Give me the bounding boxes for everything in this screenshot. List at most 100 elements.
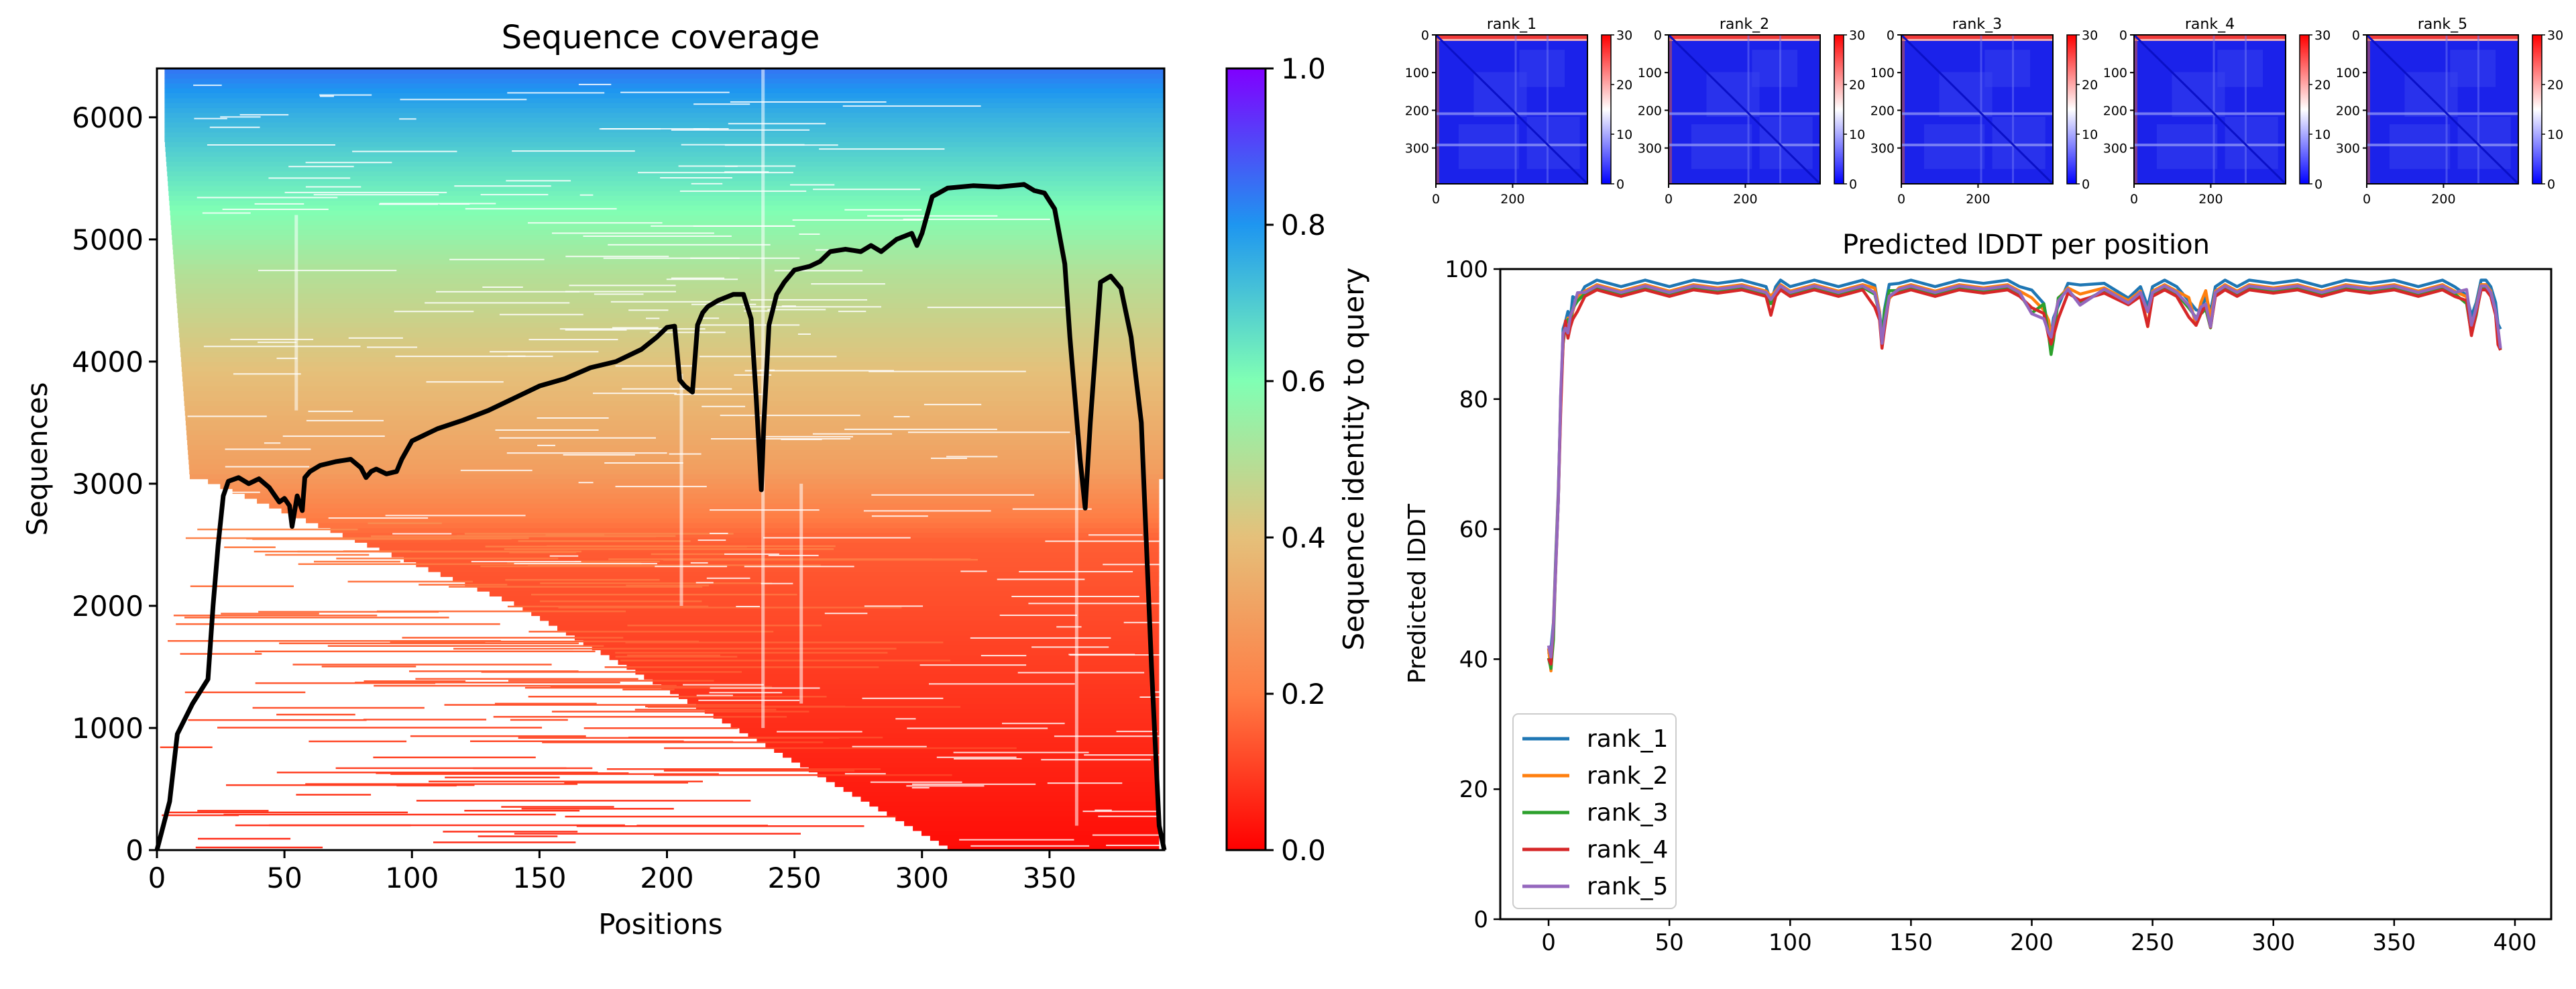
- pae-flexible-row: [2134, 112, 2286, 115]
- coverage-partial-alignment: [184, 691, 306, 694]
- coverage-gap: [871, 515, 928, 517]
- coverage-partial-alignment: [562, 741, 734, 743]
- coverage-partial-alignment: [217, 727, 543, 729]
- coverage-partial-alignment: [564, 782, 688, 784]
- pae-high-error-band-edge: [1436, 39, 1587, 41]
- pae-flexible-row: [2367, 144, 2518, 147]
- coverage-band-row: [800, 762, 1160, 768]
- coverage-gap: [852, 745, 927, 747]
- coverage-partial-alignment: [480, 565, 726, 568]
- coverage-colorbar-tick-label: 1.0: [1281, 52, 1326, 85]
- coverage-gap: [706, 577, 750, 579]
- pae-domain-block: [1752, 50, 1798, 87]
- coverage-partial-alignment: [390, 773, 719, 775]
- coverage-gap: [465, 208, 617, 210]
- pae-domain-block: [2217, 50, 2263, 87]
- coverage-band-row: [172, 239, 1164, 245]
- coverage-gap: [666, 278, 738, 280]
- coverage-gap: [439, 203, 470, 205]
- pae-y-tick-label: 100: [1870, 66, 1895, 81]
- plddt-line-rank_4: [1547, 288, 2502, 666]
- pae-y-tick-label: 0: [2352, 28, 2360, 43]
- pae-flexible-column: [1514, 35, 1517, 184]
- coverage-gap: [906, 785, 985, 787]
- coverage-gap: [1092, 834, 1164, 836]
- coverage-partial-alignment: [528, 631, 774, 633]
- plddt-legend-label: rank_5: [1587, 873, 1668, 900]
- coverage-partial-alignment: [627, 624, 822, 627]
- plddt-line-rank_3: [1547, 285, 2502, 670]
- coverage-x-tick-label: 50: [266, 862, 302, 894]
- plddt-y-tick-label: 0: [1473, 906, 1488, 933]
- coverage-gap: [220, 116, 261, 118]
- coverage-band-row: [164, 112, 1164, 118]
- coverage-gap: [907, 727, 1048, 729]
- coverage-partial-alignment: [309, 740, 407, 743]
- plddt-x-tick-label: 300: [2251, 929, 2295, 956]
- coverage-band-row: [184, 401, 1164, 406]
- coverage-band-row: [188, 454, 1164, 460]
- coverage-partial-alignment: [279, 642, 579, 645]
- plddt-y-tick-label: 100: [1445, 256, 1488, 283]
- coverage-band-row: [765, 742, 1160, 748]
- coverage-gap: [563, 454, 635, 456]
- coverage-band-row: [168, 195, 1164, 201]
- coverage-gap: [960, 570, 987, 572]
- coverage-gap: [209, 126, 260, 128]
- pae-flexible-column: [2244, 35, 2247, 184]
- coverage-band-row: [661, 684, 1160, 690]
- pae-colorbar: [2532, 34, 2542, 185]
- coverage-partial-alignment: [314, 560, 400, 563]
- coverage-partial-alignment: [197, 810, 269, 812]
- coverage-band-row: [169, 200, 1164, 206]
- pae-panel-title: rank_4: [2185, 16, 2235, 33]
- coverage-gap: [620, 91, 730, 93]
- coverage-gap: [923, 403, 982, 405]
- coverage-gap: [495, 429, 599, 431]
- coverage-gap: [367, 346, 418, 348]
- coverage-gap: [812, 433, 893, 435]
- pae-x-tick-label: 200: [2431, 192, 2455, 207]
- pae-colorbar-tick-label: 30: [1616, 28, 1632, 43]
- coverage-gap: [842, 105, 981, 107]
- pae-x-tick-label: 200: [1966, 192, 1990, 207]
- coverage-partial-alignment: [606, 768, 881, 770]
- coverage-gap: [761, 435, 853, 437]
- coverage-gap: [929, 683, 1075, 685]
- coverage-gap: [222, 209, 329, 210]
- coverage-band-row: [465, 581, 1160, 587]
- coverage-gap: [1084, 754, 1164, 756]
- coverage-gap: [869, 370, 1026, 372]
- pae-flexible-row: [1669, 112, 1820, 115]
- coverage-gap: [603, 257, 740, 259]
- coverage-band-row: [502, 596, 1160, 602]
- coverage-gap: [615, 365, 695, 367]
- coverage-band-row: [186, 435, 1164, 440]
- coverage-partial-alignment: [615, 652, 888, 654]
- pae-diagonal: [1900, 34, 2054, 185]
- coverage-gap: [931, 458, 967, 459]
- coverage-gap: [594, 293, 644, 295]
- pae-domain-block: [2457, 117, 2511, 169]
- pae-y-tick-label: 200: [2336, 103, 2360, 118]
- coverage-gap: [838, 311, 866, 313]
- coverage-partial-alignment: [661, 558, 971, 560]
- plddt-legend-label: rank_3: [1587, 799, 1668, 827]
- pae-y-tick-label: 100: [2336, 66, 2360, 81]
- coverage-gap: [1068, 654, 1135, 656]
- coverage-gap: [679, 190, 807, 192]
- coverage-partial-alignment: [528, 564, 821, 566]
- coverage-gap: [1663, 839, 1813, 841]
- coverage-gap: [1154, 691, 1164, 693]
- pae-flexible-column: [1980, 35, 1982, 184]
- coverage-band-row: [644, 674, 1160, 680]
- plddt-x-tick-label: 150: [1889, 929, 1933, 956]
- coverage-gap: [565, 329, 627, 331]
- coverage-gap: [1088, 534, 1143, 536]
- coverage-gap: [997, 578, 1085, 580]
- coverage-gap: [953, 751, 1089, 753]
- coverage-gap: [954, 758, 1022, 760]
- coverage-gap: [863, 510, 991, 512]
- coverage-gap: [871, 494, 1035, 496]
